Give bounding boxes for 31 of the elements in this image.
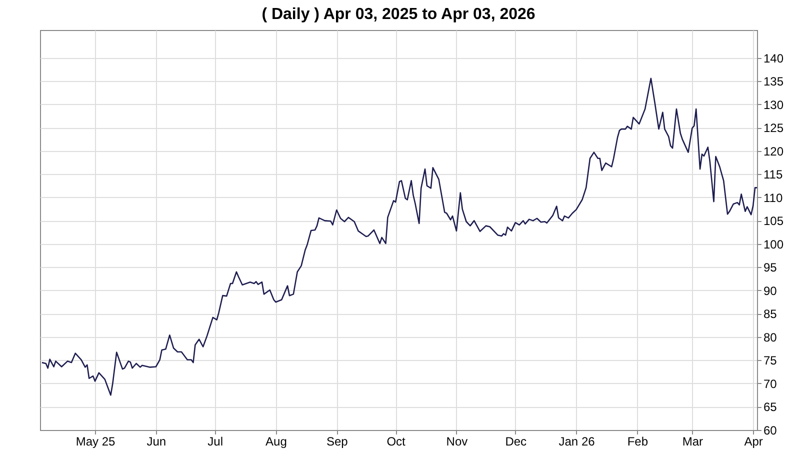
x-tick-label: Nov — [446, 434, 468, 448]
x-tick-label: Feb — [627, 434, 648, 448]
y-tick-label: 140 — [764, 51, 784, 66]
y-tick-label: 80 — [764, 330, 778, 344]
x-tick-label: Dec — [505, 434, 527, 448]
line-series — [41, 78, 758, 396]
x-tick-label: Oct — [386, 434, 406, 448]
x-tick-label: Jan 26 — [558, 434, 596, 448]
y-tick-label: 95 — [764, 260, 778, 275]
chart-title: ( Daily ) Apr 03, 2025 to Apr 03, 2026 — [262, 6, 536, 23]
x-tick-label: Sep — [326, 434, 348, 448]
y-tick-label: 100 — [764, 237, 784, 252]
x-tick-label: May 25 — [76, 434, 116, 448]
x-tick-label: Apr — [744, 434, 763, 448]
y-tick-label: 105 — [764, 214, 784, 228]
y-tick-label: 85 — [764, 307, 778, 322]
y-tick-label: 120 — [764, 144, 784, 158]
y-tick-label: 70 — [764, 376, 778, 391]
y-tick-label: 130 — [764, 98, 784, 112]
y-tick-label: 135 — [764, 74, 784, 89]
x-tick-label: Aug — [266, 434, 287, 448]
x-tick-label: Jun — [146, 434, 166, 448]
y-tick-label: 115 — [764, 168, 783, 182]
x-tick-label: Mar — [682, 434, 704, 448]
y-tick-label: 90 — [764, 284, 778, 298]
y-tick-label: 65 — [764, 400, 778, 414]
y-tick-label: 75 — [764, 354, 778, 368]
y-tick-label: 125 — [764, 121, 784, 136]
x-tick-label: Jul — [208, 434, 223, 448]
y-tick-label: 60 — [764, 424, 778, 438]
y-tick-label: 110 — [764, 190, 783, 205]
